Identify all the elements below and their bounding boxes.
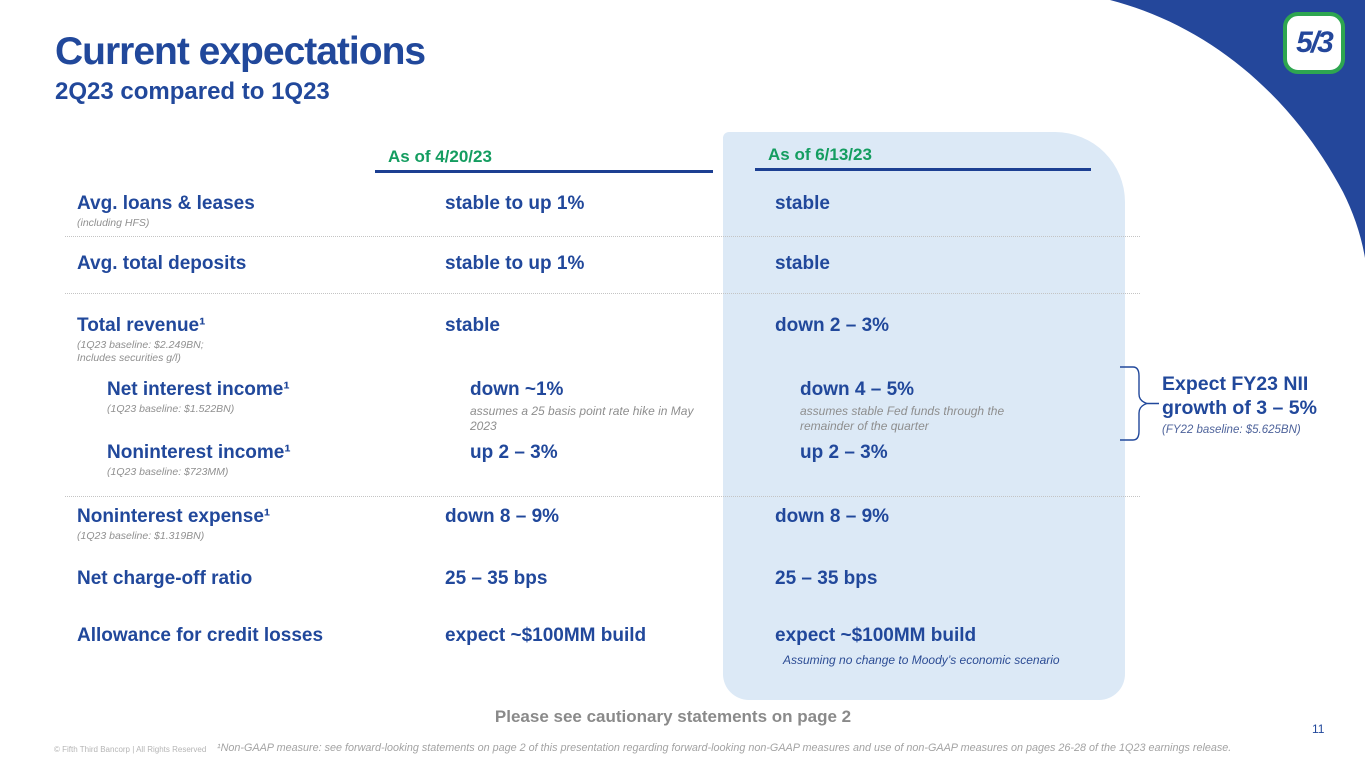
row-value-current: 25 – 35 bps	[775, 568, 878, 589]
cautionary-statement: Please see cautionary statements on page…	[494, 707, 852, 726]
nii-callout: Expect FY23 NII growth of 3 – 5% (FY22 b…	[1162, 372, 1362, 436]
row-label: Allowance for credit losses	[77, 625, 324, 646]
brace-icon	[1120, 366, 1159, 441]
row-sublabel: (including HFS)	[77, 217, 150, 229]
row-value-current: down 2 – 3%	[775, 315, 890, 336]
copyright-notice: © Fifth Third Bancorp | All Rights Reser…	[54, 745, 207, 754]
row-sublabel: (1Q23 baseline: $723MM)	[107, 466, 229, 478]
nii-callout-baseline: (FY22 baseline: $5.625BN)	[1162, 424, 1301, 436]
row-value-current: down 4 – 5% assumes stable Fed funds thr…	[800, 379, 1048, 433]
row-value-prior: up 2 – 3%	[470, 442, 558, 463]
table-row: Net interest income¹ (1Q23 baseline: $1.…	[0, 379, 1160, 433]
value-note: Assuming no change to Moody’s economic s…	[783, 653, 1060, 667]
page-number: 11	[1312, 722, 1325, 736]
table-row: Total revenue¹ (1Q23 baseline: $2.249BN;…	[0, 315, 1160, 364]
table-row: Avg. total deposits stable to up 1% stab…	[0, 253, 1160, 274]
table-row: Avg. loans & leases (including HFS) stab…	[0, 193, 1160, 229]
current-column-highlight-panel	[723, 132, 1125, 700]
row-sublabel: (1Q23 baseline: $1.319BN)	[77, 530, 205, 542]
column-underline-current	[755, 168, 1091, 171]
row-sublabel: (1Q23 baseline: $1.522BN)	[107, 403, 235, 415]
row-value-current: up 2 – 3%	[800, 442, 888, 463]
row-value-current: down 8 – 9%	[775, 506, 890, 527]
row-value-prior: 25 – 35 bps	[445, 568, 548, 589]
page-title: Current expectations	[55, 30, 426, 73]
row-label: Noninterest expense¹ (1Q23 baseline: $1.…	[77, 506, 271, 542]
row-value-current: stable	[775, 253, 830, 274]
column-underline-prior	[375, 170, 713, 173]
table-row: Allowance for credit losses expect ~$100…	[0, 625, 1160, 667]
row-label: Noninterest income¹ (1Q23 baseline: $723…	[107, 442, 291, 478]
page-subtitle: 2Q23 compared to 1Q23	[55, 78, 330, 105]
row-value-prior: down ~1% assumes a 25 basis point rate h…	[470, 379, 718, 433]
row-label: Avg. total deposits	[77, 253, 247, 274]
table-row: Net charge-off ratio 25 – 35 bps 25 – 35…	[0, 568, 1160, 589]
column-header-prior: As of 4/20/23	[388, 147, 492, 166]
table-row: Noninterest expense¹ (1Q23 baseline: $1.…	[0, 506, 1160, 542]
non-gaap-footnote: ¹Non-GAAP measure: see forward-looking s…	[217, 742, 1232, 754]
row-value-current: stable	[775, 193, 830, 214]
nii-callout-text: Expect FY23 NII growth of 3 – 5%	[1162, 373, 1317, 419]
row-value-prior: stable	[445, 315, 500, 336]
row-value-prior: down 8 – 9%	[445, 506, 560, 527]
row-label: Total revenue¹ (1Q23 baseline: $2.249BN;…	[77, 315, 206, 364]
row-value-prior: expect ~$100MM build	[445, 625, 647, 646]
row-value-current: expect ~$100MM build Assuming no change …	[775, 625, 1113, 667]
fifth-third-logo-icon: 5/3	[1296, 26, 1334, 59]
row-value-prior: stable to up 1%	[445, 253, 585, 274]
column-header-current: As of 6/13/23	[768, 145, 872, 164]
row-divider	[65, 236, 1140, 237]
fifth-third-logo: 5/3	[1283, 12, 1345, 74]
table-row: Noninterest income¹ (1Q23 baseline: $723…	[0, 442, 1160, 478]
value-note: assumes stable Fed funds through the rem…	[800, 404, 1005, 433]
row-label: Net interest income¹ (1Q23 baseline: $1.…	[107, 379, 290, 415]
row-value-prior: stable to up 1%	[445, 193, 585, 214]
row-sublabel: (1Q23 baseline: $2.249BN; Includes secur…	[77, 339, 204, 364]
row-label: Net charge-off ratio	[77, 568, 253, 589]
value-note: assumes a 25 basis point rate hike in Ma…	[470, 404, 694, 433]
row-divider	[65, 496, 1140, 497]
row-label: Avg. loans & leases (including HFS)	[77, 193, 255, 229]
row-divider	[65, 293, 1140, 294]
